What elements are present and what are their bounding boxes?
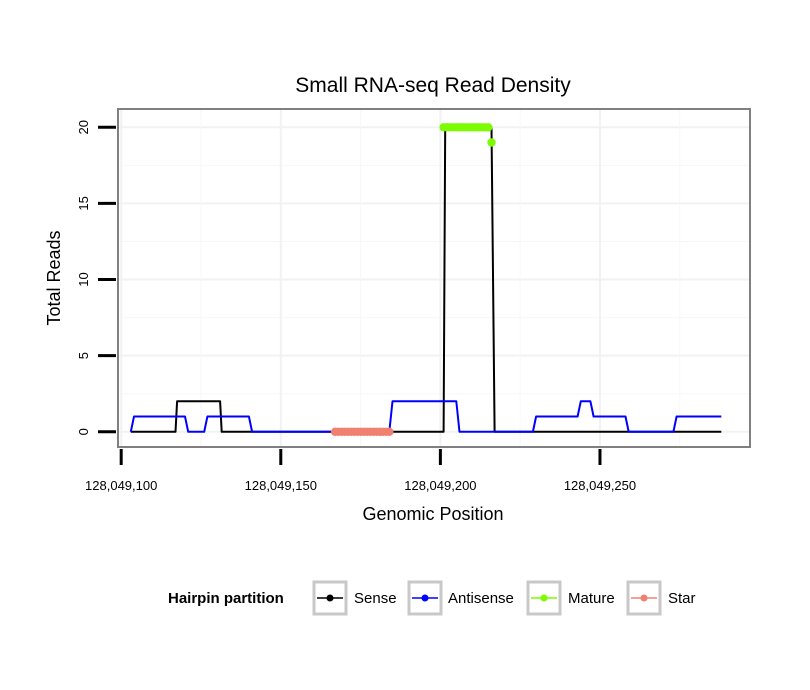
- x-tick-label: 128,049,200: [404, 478, 476, 493]
- y-axis: 0 5 10 15 20: [76, 120, 116, 435]
- legend-point-antisense: [421, 594, 429, 602]
- plot-panel: [118, 109, 750, 447]
- legend-label-antisense: Antisense: [448, 590, 514, 607]
- y-tick-label: 15: [76, 196, 91, 210]
- legend-label-sense: Sense: [354, 590, 397, 607]
- antisense-line: [129, 400, 722, 433]
- legend-item-sense: Sense: [312, 580, 397, 616]
- x-tick-label: 128,049,250: [564, 478, 636, 493]
- legend-item-star: Star: [626, 580, 696, 616]
- legend: Hairpin partition Sense Antisense Mature…: [168, 580, 696, 616]
- plot-border: [117, 108, 751, 448]
- y-tick-label: 5: [76, 352, 91, 359]
- x-axis-title: Genomic Position: [362, 504, 503, 524]
- chart-title: Small RNA-seq Read Density: [295, 74, 571, 97]
- series-mature: [439, 123, 496, 147]
- x-tick-label: 128,049,100: [85, 478, 157, 493]
- series-star: [330, 427, 394, 436]
- legend-point-star: [640, 594, 648, 602]
- legend-title: Hairpin partition: [168, 590, 284, 607]
- mature-point: [487, 138, 496, 147]
- series-antisense: [129, 400, 722, 433]
- legend-item-mature: Mature: [526, 580, 615, 616]
- star-point: [385, 427, 394, 436]
- mature-point: [484, 123, 493, 132]
- grid-lines: [118, 109, 750, 447]
- legend-label-star: Star: [668, 590, 696, 607]
- x-tick-label: 128,049,150: [245, 478, 317, 493]
- legend-point-mature: [540, 594, 548, 602]
- y-tick-label: 10: [76, 272, 91, 286]
- y-axis-title: Total Reads: [44, 230, 64, 325]
- y-tick-label: 20: [76, 120, 91, 134]
- legend-label-mature: Mature: [568, 590, 615, 607]
- legend-point-sense: [326, 594, 334, 602]
- data-series: [129, 123, 722, 436]
- legend-item-antisense: Antisense: [407, 580, 514, 616]
- y-tick-label: 0: [76, 428, 91, 435]
- x-axis: 128,049,100 128,049,150 128,049,200 128,049…: [85, 449, 636, 493]
